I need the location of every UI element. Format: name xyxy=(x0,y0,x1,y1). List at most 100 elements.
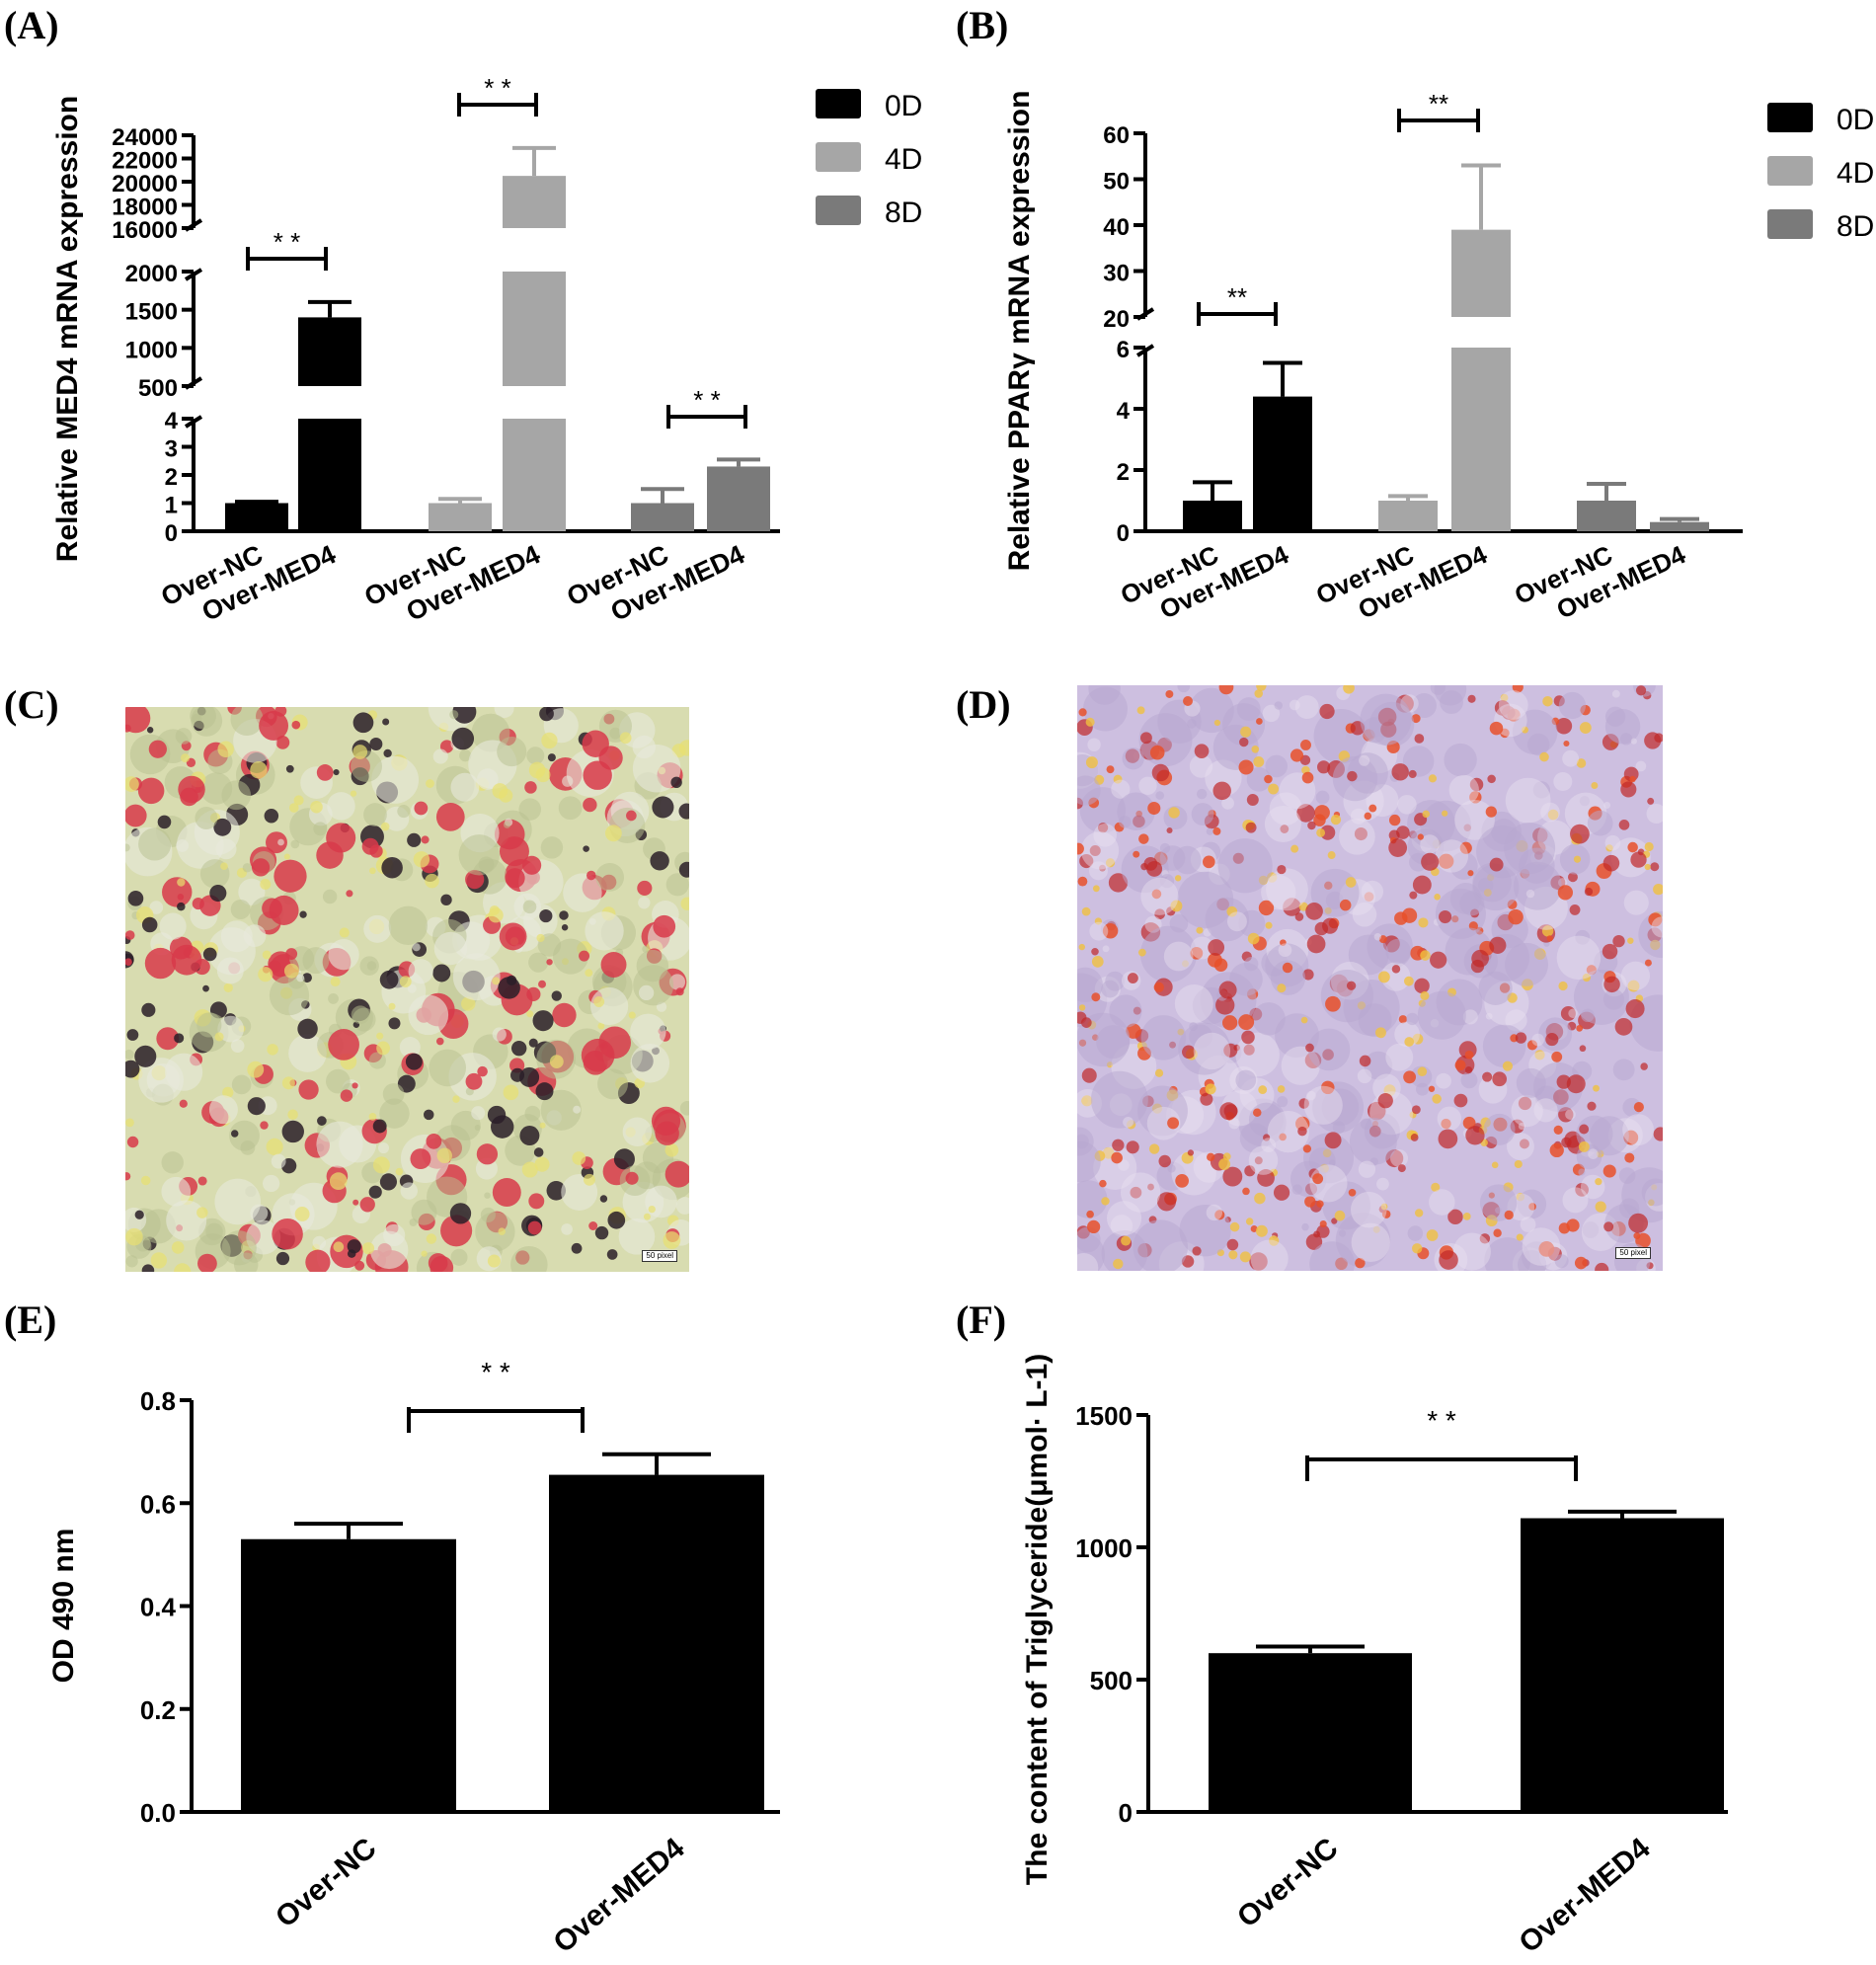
micrograph-droplet xyxy=(475,1212,515,1252)
micrograph-droplet xyxy=(1478,971,1513,1005)
micrograph-droplet xyxy=(291,720,301,730)
micrograph-droplet xyxy=(1105,858,1116,868)
micrograph-droplet xyxy=(1282,962,1293,974)
micrograph-droplet xyxy=(1360,693,1412,746)
micrograph-droplet xyxy=(1138,833,1149,844)
micrograph-droplet xyxy=(1133,1219,1188,1271)
micrograph-droplet xyxy=(181,753,191,763)
micrograph-droplet xyxy=(539,908,553,923)
micrograph-droplet xyxy=(436,1147,452,1163)
micrograph-droplet xyxy=(411,1199,437,1225)
micrograph-droplet xyxy=(507,975,517,985)
legend-label-8D: 8D xyxy=(885,196,922,229)
micrograph-droplet xyxy=(125,1118,134,1128)
micrograph-droplet xyxy=(125,1227,143,1246)
y-axis-label: The content of Triglyceride(μmol· L-1) xyxy=(1021,1354,1054,1885)
chart-f-triglyceride: 0 500 1000 1500 Over-NC Over-MED4 * * The conte… xyxy=(1021,1354,1728,1959)
micrograph-droplet xyxy=(1099,864,1106,872)
micrograph-droplet xyxy=(1579,1045,1587,1053)
micrograph-droplet xyxy=(1191,803,1214,825)
micrograph-droplet xyxy=(247,1097,266,1116)
micrograph-droplet xyxy=(1266,868,1308,911)
micrograph-droplet xyxy=(1245,822,1257,833)
micrograph-droplet xyxy=(498,1227,506,1235)
micrograph-droplet xyxy=(652,796,674,819)
micrograph-droplet xyxy=(1306,1090,1316,1101)
panel-label-f: (F) xyxy=(956,1297,1007,1342)
micrograph-droplet xyxy=(125,958,132,967)
micrograph-droplet xyxy=(150,1252,168,1269)
micrograph-droplet xyxy=(369,844,383,858)
micrograph-droplet xyxy=(209,884,227,903)
micrograph-droplet xyxy=(1518,1122,1526,1131)
micrograph-droplet xyxy=(1193,1032,1231,1070)
micrograph-droplet xyxy=(1130,1186,1142,1199)
micrograph-droplet xyxy=(628,1011,636,1019)
micrograph-droplet xyxy=(271,1153,286,1169)
micrograph-droplet xyxy=(369,738,383,751)
micrograph-droplet xyxy=(599,1195,608,1203)
micrograph-droplet xyxy=(1528,1203,1536,1211)
micrograph-droplet xyxy=(663,1231,681,1249)
micrograph-droplet xyxy=(1485,1012,1493,1020)
micrograph-droplet xyxy=(528,1193,545,1210)
micrograph-droplet xyxy=(1562,749,1580,767)
micrograph-droplet xyxy=(540,1089,582,1131)
micrograph-droplet xyxy=(1316,827,1326,837)
micrograph-droplet xyxy=(1454,800,1495,840)
micrograph-droplet xyxy=(1578,1168,1586,1176)
micrograph-droplet xyxy=(217,741,234,758)
y-tick-label: 500 xyxy=(138,375,178,402)
micrograph-droplet xyxy=(1627,980,1640,992)
micrograph-droplet xyxy=(412,943,421,952)
micrograph-droplet xyxy=(1462,1213,1471,1220)
micrograph-droplet xyxy=(1620,961,1651,990)
micrograph-droplet xyxy=(1417,990,1466,1040)
micrograph-droplet xyxy=(1453,1093,1468,1108)
micrograph-droplet xyxy=(1126,1140,1139,1154)
micrograph-droplet xyxy=(1139,925,1198,982)
micrograph-droplet xyxy=(440,894,452,906)
micrograph-droplet xyxy=(1254,689,1263,698)
micrograph-droplet xyxy=(141,1264,155,1272)
bar-8D-over-med4 xyxy=(1650,521,1709,531)
micrograph-droplet xyxy=(174,1033,185,1044)
micrograph-droplet xyxy=(1574,1256,1588,1270)
micrograph-droplet xyxy=(1254,1192,1266,1205)
micrograph-droplet xyxy=(372,1119,387,1134)
micrograph-droplet xyxy=(275,1251,290,1266)
micrograph-droplet xyxy=(1576,758,1587,768)
micrograph-droplet xyxy=(1182,1045,1196,1060)
micrograph-droplet xyxy=(477,768,499,790)
micrograph-droplet xyxy=(381,856,403,879)
micrograph-droplet xyxy=(630,1013,666,1051)
bar-0D-over-nc xyxy=(1183,501,1242,531)
micrograph-droplet xyxy=(1334,1210,1346,1221)
micrograph-droplet xyxy=(138,1058,184,1103)
micrograph-droplet xyxy=(340,1089,353,1102)
micrograph-droplet xyxy=(1635,760,1647,772)
micrograph-droplet xyxy=(597,1068,629,1100)
bar-4D-over-nc xyxy=(1378,501,1438,531)
y-tick-label: 60 xyxy=(1103,122,1130,149)
micrograph-droplet xyxy=(1174,983,1213,1024)
micrograph-droplet xyxy=(1464,1050,1474,1060)
micrograph-droplet xyxy=(1256,718,1263,725)
micrograph-droplet xyxy=(1151,763,1170,782)
micrograph-droplet xyxy=(298,1079,319,1100)
micrograph-droplet xyxy=(1087,738,1101,751)
micrograph-droplet xyxy=(1218,1158,1231,1171)
micrograph-droplet xyxy=(1218,981,1237,999)
micrograph-droplet xyxy=(369,867,376,875)
micrograph-droplet xyxy=(379,1173,398,1191)
micrograph-droplet xyxy=(134,1210,144,1219)
micrograph-droplet xyxy=(1206,827,1214,835)
micrograph-droplet xyxy=(1089,844,1101,857)
legend-swatch-0D xyxy=(1767,103,1813,132)
micrograph-droplet xyxy=(294,1207,310,1221)
micrograph-droplet xyxy=(458,834,500,876)
micrograph-droplet xyxy=(407,983,417,993)
micrograph-droplet xyxy=(125,1049,134,1060)
micrograph-droplet xyxy=(571,1242,583,1254)
micrograph-droplet xyxy=(305,1249,331,1272)
